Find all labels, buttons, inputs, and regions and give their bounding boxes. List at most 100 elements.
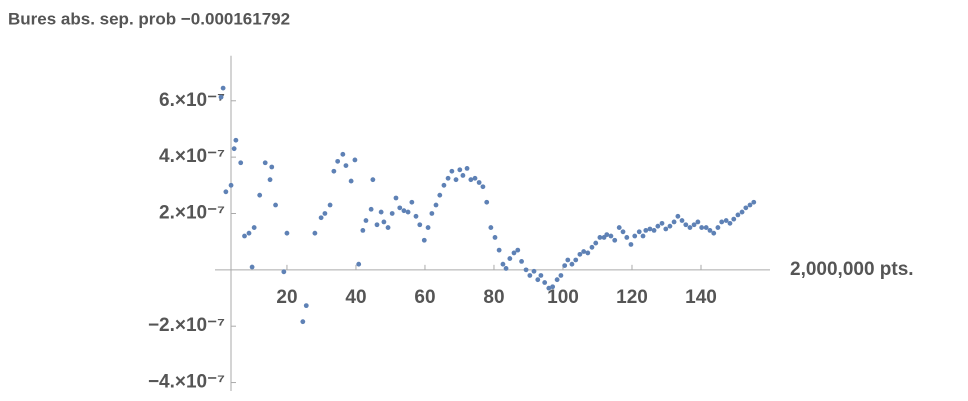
x-axis-label: 2,000,000 pts. [790, 259, 914, 280]
point [628, 242, 634, 247]
point [449, 168, 455, 174]
point [616, 225, 622, 230]
y-tick-label: 4.×10⁻⁷ [159, 146, 225, 167]
point [374, 222, 380, 228]
point [228, 182, 234, 188]
point [519, 258, 524, 264]
point [695, 219, 701, 225]
point [401, 208, 407, 214]
point [303, 303, 309, 309]
point [585, 250, 591, 256]
point [300, 319, 306, 325]
point [472, 175, 478, 181]
x-tick-label: 40 [345, 287, 366, 308]
x-tick-label: 20 [276, 287, 297, 308]
point [608, 233, 614, 239]
point [636, 229, 642, 235]
point [231, 146, 237, 152]
chart-title: Bures abs. sep. prob −0.000161792 [8, 9, 290, 28]
point [318, 215, 324, 221]
point [687, 225, 693, 230]
point [352, 157, 358, 163]
point [496, 247, 502, 253]
point [363, 218, 369, 223]
point [671, 219, 677, 225]
point [257, 192, 263, 198]
point [523, 267, 529, 273]
point [577, 251, 583, 257]
point [624, 235, 630, 240]
point [233, 137, 239, 143]
point [703, 225, 709, 230]
point [281, 269, 287, 275]
point [715, 225, 721, 230]
point [640, 233, 646, 239]
point [565, 257, 571, 263]
point [397, 205, 403, 211]
point [558, 273, 564, 278]
point [593, 240, 599, 246]
point [655, 223, 661, 229]
point [417, 222, 423, 228]
point [445, 175, 451, 181]
point [343, 163, 349, 168]
point [612, 237, 618, 243]
point [663, 226, 669, 232]
point [393, 195, 399, 201]
point [515, 247, 521, 253]
point [242, 233, 247, 239]
point [460, 173, 466, 178]
point [647, 226, 653, 232]
point [437, 192, 443, 198]
point [331, 168, 337, 174]
point [381, 219, 387, 225]
point [464, 166, 470, 171]
point [597, 235, 603, 240]
point [480, 184, 486, 190]
point [433, 202, 439, 208]
y-tick-label: −2.×10⁻⁷ [148, 315, 225, 336]
point [284, 230, 290, 236]
point [368, 206, 374, 212]
point [546, 285, 552, 291]
point [691, 222, 697, 228]
x-tick-label: 80 [483, 287, 504, 308]
point [531, 268, 537, 274]
point [675, 213, 681, 219]
x-tick-label: 140 [685, 287, 717, 308]
point [573, 257, 579, 263]
point [581, 249, 587, 254]
point [723, 218, 729, 223]
point [511, 250, 517, 256]
point [550, 284, 556, 290]
point [542, 280, 548, 285]
y-tick-label: −4.×10⁻⁷ [148, 372, 225, 393]
point [425, 225, 431, 230]
point [389, 211, 395, 216]
point [348, 178, 354, 184]
y-tick-label: 2.×10⁻⁷ [159, 203, 225, 224]
point [751, 199, 757, 205]
point [409, 199, 415, 205]
point [699, 225, 705, 230]
point [441, 182, 447, 188]
point [711, 230, 717, 236]
point [273, 202, 278, 208]
point [500, 261, 506, 267]
point [468, 177, 474, 183]
point [327, 202, 333, 208]
point [743, 205, 749, 211]
point [484, 199, 490, 205]
point [340, 151, 346, 157]
point [727, 220, 733, 226]
point [385, 225, 391, 230]
point [562, 263, 568, 269]
point [246, 230, 252, 236]
point [413, 213, 419, 219]
point [335, 158, 341, 164]
point [457, 167, 463, 173]
point [269, 164, 275, 170]
point [220, 85, 226, 91]
point [267, 177, 273, 183]
